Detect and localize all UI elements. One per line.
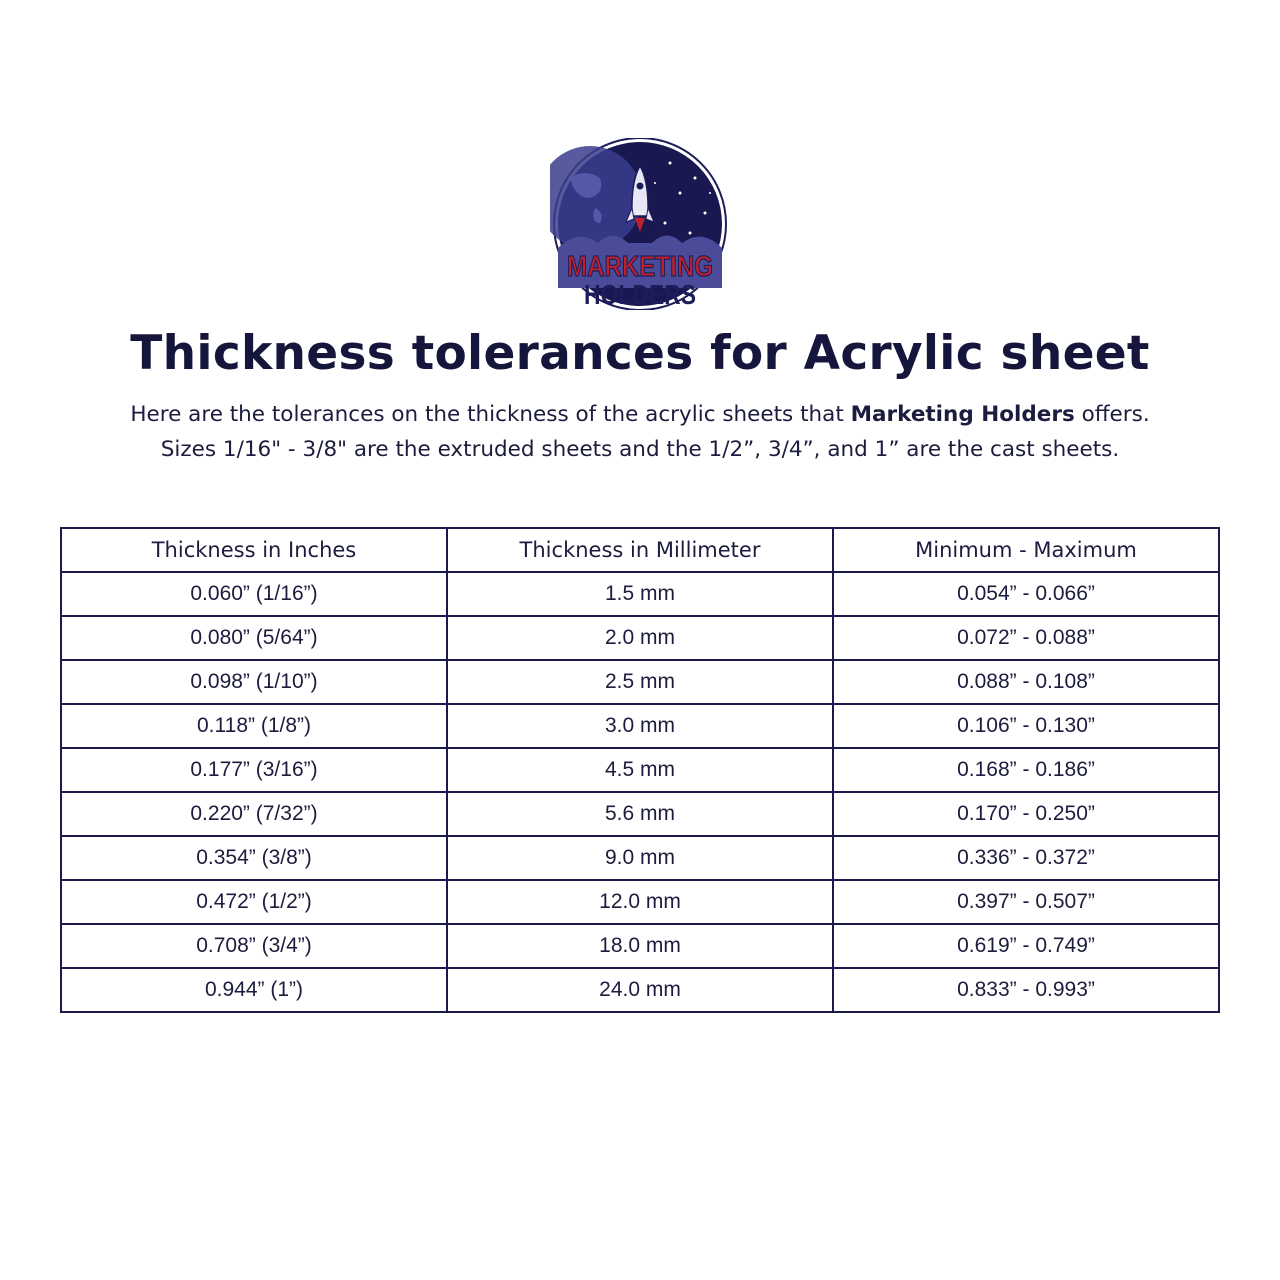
stars-icon <box>654 161 711 235</box>
cell-min-max: 0.088” - 0.108” <box>832 659 1220 705</box>
header-inches: Thickness in Inches <box>60 527 448 573</box>
cell-min-max: 0.054” - 0.066” <box>832 571 1220 617</box>
cell-inches: 0.472” (1/2”) <box>60 879 448 925</box>
header-min-max: Minimum - Maximum <box>832 527 1220 573</box>
cell-millimeter: 9.0 mm <box>446 835 834 881</box>
cell-min-max: 0.170” - 0.250” <box>832 791 1220 837</box>
cell-min-max: 0.336” - 0.372” <box>832 835 1220 881</box>
page-title: Thickness tolerances for Acrylic sheet <box>130 326 1150 381</box>
table-row: 0.177” (3/16”) 4.5 mm 0.168” - 0.186” <box>60 747 1220 793</box>
cell-millimeter: 24.0 mm <box>446 967 834 1013</box>
table-header-row: Thickness in Inches Thickness in Millime… <box>60 527 1220 573</box>
cell-min-max: 0.619” - 0.749” <box>832 923 1220 969</box>
cell-min-max: 0.397” - 0.507” <box>832 879 1220 925</box>
cell-min-max: 0.106” - 0.130” <box>832 703 1220 749</box>
cell-inches: 0.118” (1/8”) <box>60 703 448 749</box>
table-row: 0.220” (7/32”) 5.6 mm 0.170” - 0.250” <box>60 791 1220 837</box>
rocket-icon <box>625 164 655 232</box>
cell-min-max: 0.072” - 0.088” <box>832 615 1220 661</box>
cell-millimeter: 1.5 mm <box>446 571 834 617</box>
cell-millimeter: 12.0 mm <box>446 879 834 925</box>
table-row: 0.354” (3/8”) 9.0 mm 0.336” - 0.372” <box>60 835 1220 881</box>
cell-millimeter: 18.0 mm <box>446 923 834 969</box>
table-row: 0.944” (1”) 24.0 mm 0.833” - 0.993” <box>60 967 1220 1013</box>
cell-millimeter: 2.0 mm <box>446 615 834 661</box>
cell-millimeter: 2.5 mm <box>446 659 834 705</box>
logo-text-holders: HOLDERS <box>584 279 696 310</box>
table-row: 0.472” (1/2”) 12.0 mm 0.397” - 0.507” <box>60 879 1220 925</box>
cell-millimeter: 5.6 mm <box>446 791 834 837</box>
table-row: 0.118” (1/8”) 3.0 mm 0.106” - 0.130” <box>60 703 1220 749</box>
cell-inches: 0.708” (3/4”) <box>60 923 448 969</box>
tolerance-table: Thickness in Inches Thickness in Millime… <box>60 527 1220 1013</box>
cell-min-max: 0.168” - 0.186” <box>832 747 1220 793</box>
table-row: 0.708” (3/4”) 18.0 mm 0.619” - 0.749” <box>60 923 1220 969</box>
header-millimeter: Thickness in Millimeter <box>446 527 834 573</box>
cell-inches: 0.080” (5/64”) <box>60 615 448 661</box>
cell-min-max: 0.833” - 0.993” <box>832 967 1220 1013</box>
table-row: 0.060” (1/16”) 1.5 mm 0.054” - 0.066” <box>60 571 1220 617</box>
logo-text-marketing: MARKETING <box>567 251 713 283</box>
table-row: 0.080” (5/64”) 2.0 mm 0.072” - 0.088” <box>60 615 1220 661</box>
cell-inches: 0.098” (1/10”) <box>60 659 448 705</box>
cell-inches: 0.177” (3/16”) <box>60 747 448 793</box>
cell-inches: 0.354” (3/8”) <box>60 835 448 881</box>
table-row: 0.098” (1/10”) 2.5 mm 0.088” - 0.108” <box>60 659 1220 705</box>
intro-line-1: Here are the tolerances on the thickness… <box>0 402 1280 427</box>
cell-inches: 0.944” (1”) <box>60 967 448 1013</box>
cell-inches: 0.220” (7/32”) <box>60 791 448 837</box>
earth-icon <box>550 146 642 250</box>
brand-name: Marketing Holders <box>850 402 1075 427</box>
cell-millimeter: 3.0 mm <box>446 703 834 749</box>
intro-line-2: Sizes 1/16" - 3/8" are the extruded shee… <box>160 437 1120 462</box>
intro-text-end: offers. <box>1074 402 1150 427</box>
intro-text: Here are the tolerances on the thickness… <box>130 402 851 427</box>
cell-inches: 0.060” (1/16”) <box>60 571 448 617</box>
cell-millimeter: 4.5 mm <box>446 747 834 793</box>
marketing-holders-logo: MARKETING HOLDERS <box>550 138 727 310</box>
